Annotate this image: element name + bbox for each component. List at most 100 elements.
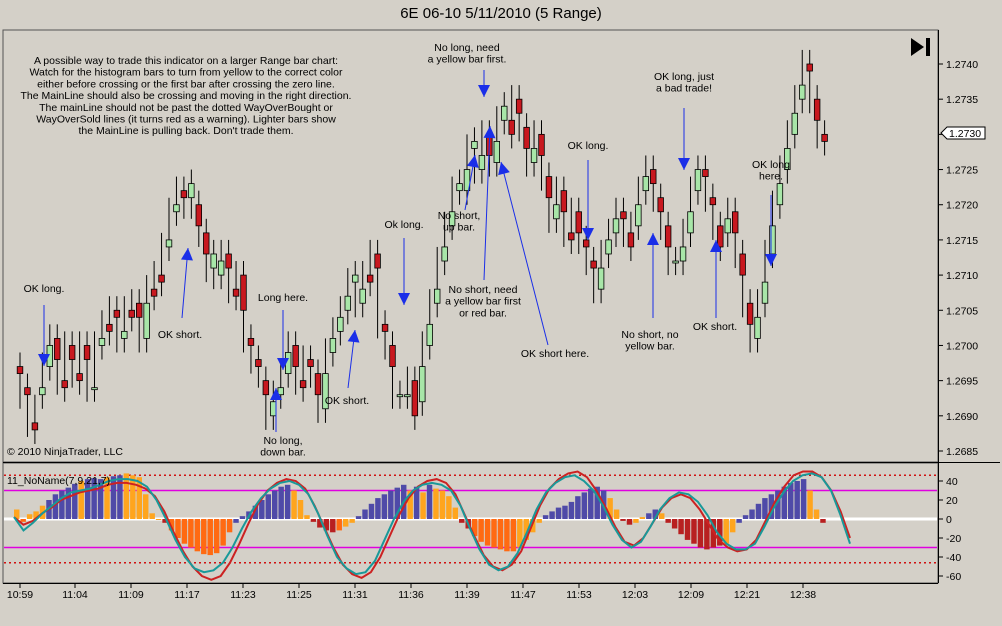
indicator-lines [13, 470, 851, 581]
histogram-bar [762, 498, 768, 519]
histogram-bar [130, 475, 136, 519]
histogram-bar [459, 519, 465, 523]
histogram-bar [478, 519, 484, 542]
arrow-head [478, 85, 490, 97]
candle-up [724, 218, 731, 234]
candle-up [344, 295, 351, 311]
candle-down [568, 232, 575, 241]
candle-down [389, 345, 396, 367]
time-tick-label: 11:23 [230, 589, 256, 601]
candle-up [91, 387, 98, 391]
histogram-bar [652, 509, 658, 519]
annotation-label: up bar. [443, 222, 475, 234]
time-tick-label: 11:09 [118, 589, 144, 601]
candle-up [39, 387, 46, 396]
histogram-bar [665, 519, 671, 523]
indicator-tick-label: -20 [946, 533, 961, 545]
histogram-bar [736, 519, 742, 523]
histogram-bar [755, 503, 762, 519]
histogram-bar [207, 519, 213, 556]
histogram-bar [626, 519, 633, 525]
histogram-bar [78, 481, 84, 519]
histogram-bar [575, 496, 581, 519]
candle-up [165, 239, 173, 248]
scroll-to-end-icon[interactable] [911, 38, 930, 56]
histogram-bar [149, 513, 155, 519]
candle-down [24, 387, 31, 396]
histogram-bar [381, 494, 388, 519]
histogram-bar [297, 500, 304, 519]
histogram-bar [684, 519, 691, 540]
histogram-bar [168, 519, 175, 531]
candle-down [106, 323, 113, 332]
candle-up [761, 281, 769, 304]
histogram-bar [678, 519, 684, 535]
histogram-bar [510, 519, 517, 552]
candle-down [627, 232, 635, 248]
histogram-bar [388, 490, 394, 519]
histogram-bar [336, 519, 342, 531]
histogram-bar [213, 519, 220, 554]
indicator-label: 11_NoName(7,9,21,7) [7, 475, 110, 487]
candle-down [590, 260, 597, 269]
candle-up [337, 316, 344, 332]
arrow-shaft [500, 161, 549, 346]
candle-down [374, 253, 381, 269]
candle-up [396, 394, 404, 398]
candle-up [612, 218, 620, 234]
annotation-labels: OK long. OK short. Long here. No long,down … [24, 42, 791, 459]
annotation-label: here. [759, 171, 783, 183]
histogram-bar [800, 479, 807, 519]
annotation-label: a yellow bar first [445, 296, 521, 308]
candle-down [76, 373, 83, 382]
time-tick-label: 12:09 [678, 589, 704, 601]
candle-up [642, 176, 649, 192]
histogram-bar [291, 490, 297, 519]
candle-down [135, 302, 143, 318]
histogram-bar [807, 490, 813, 519]
candle-down [299, 380, 307, 389]
candle-down [702, 169, 709, 177]
candle-down [113, 309, 121, 318]
candle-down [560, 190, 568, 213]
histogram-bar [452, 507, 459, 519]
time-tick-label: 11:39 [454, 589, 480, 601]
candle-down [180, 190, 188, 199]
arrow-head [270, 388, 282, 400]
candle-up [679, 246, 687, 262]
histogram-bar [717, 519, 723, 546]
arrow-head [498, 162, 510, 176]
annotation-label: No long, need [434, 42, 500, 54]
histogram-bar [194, 519, 201, 552]
candle-down [31, 422, 39, 431]
time-tick-label: 11:25 [286, 589, 312, 601]
histogram-bar [26, 514, 33, 519]
time-tick-label: 11:53 [566, 589, 592, 601]
arrow-head [678, 158, 690, 170]
candle-up [694, 169, 702, 192]
histogram-bar [91, 478, 97, 519]
arrow-head [765, 254, 777, 266]
histogram-bar [523, 519, 529, 540]
histogram-bar [613, 509, 620, 519]
price-tick-label: 1.2735 [946, 94, 978, 106]
main-line [13, 472, 851, 576]
histogram-bar [439, 490, 446, 519]
histogram-bar [620, 519, 626, 521]
arrow-head [466, 155, 479, 168]
histogram-bar [342, 519, 349, 527]
candle-down [575, 211, 582, 234]
candle-up [98, 338, 106, 346]
time-axis: 10:59 11:04 11:09 11:17 11:23 11:25 11:31 11:36… [7, 583, 816, 601]
candle-up [687, 211, 694, 234]
histogram-bar [304, 515, 310, 519]
candle-down [583, 239, 590, 248]
candle-up [501, 105, 508, 121]
histogram-bar [59, 490, 65, 519]
arrow-head [398, 293, 410, 305]
annotation-label: down bar. [260, 447, 306, 459]
annotation-label: OK long [752, 159, 790, 171]
candle-up [352, 274, 359, 283]
candle-down [657, 197, 664, 213]
